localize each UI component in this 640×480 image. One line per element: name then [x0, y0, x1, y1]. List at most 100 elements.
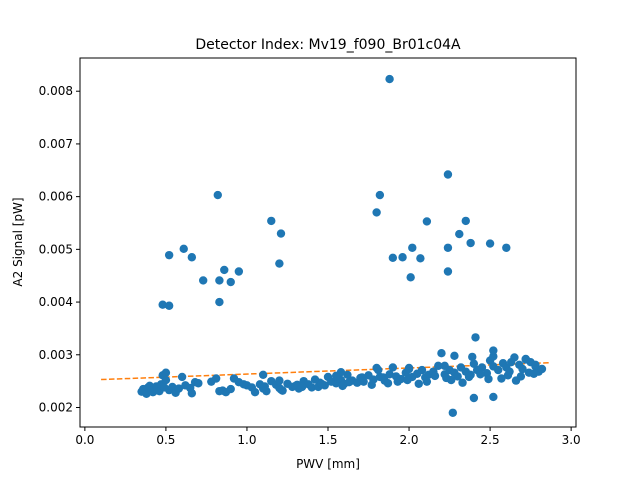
y-tick-label: 0.005 [39, 242, 73, 256]
data-point [489, 352, 498, 361]
data-point [383, 379, 393, 388]
data-point [276, 385, 286, 394]
data-point [443, 170, 453, 179]
data-point [458, 378, 467, 387]
y-tick-label: 0.008 [39, 84, 73, 98]
data-point [213, 190, 222, 200]
data-point [234, 267, 244, 276]
data-point [388, 363, 398, 372]
data-point [160, 383, 169, 392]
data-point [164, 250, 174, 260]
data-point [529, 369, 539, 378]
x-tick-label: 2.0 [399, 433, 418, 447]
data-point [414, 379, 423, 388]
data-point [211, 374, 221, 383]
data-point [258, 370, 268, 380]
data-point [443, 243, 453, 252]
data-point [440, 361, 449, 371]
data-point [198, 276, 208, 285]
data-point [502, 243, 511, 252]
data-point [250, 388, 260, 397]
data-point [367, 380, 376, 390]
data-point [177, 372, 187, 382]
y-tick-label: 0.003 [39, 348, 73, 362]
data-point [378, 373, 388, 382]
data-point [448, 408, 458, 417]
x-tick-label: 0.0 [75, 433, 94, 447]
data-point [179, 244, 188, 254]
data-point [331, 371, 341, 381]
x-ticks: 0.0 0.5 1.0 1.5 2.0 2.5 3.0 [75, 427, 581, 447]
data-point [484, 374, 493, 384]
data-point [393, 377, 402, 386]
data-point [187, 253, 197, 262]
data-point [506, 357, 516, 367]
data-point [422, 377, 432, 386]
data-point [388, 253, 398, 262]
data-point [416, 254, 425, 263]
data-point [275, 376, 284, 385]
data-point [516, 372, 526, 381]
y-axis-label: A2 Signal [pW] [11, 197, 25, 286]
data-point [453, 372, 462, 381]
data-point [164, 301, 174, 310]
data-point [477, 363, 487, 372]
data-point [226, 384, 235, 394]
data-point [497, 374, 506, 383]
data-point [430, 371, 440, 381]
data-point [344, 377, 354, 387]
data-point [466, 238, 475, 248]
data-point [471, 333, 480, 342]
points-layer [137, 74, 547, 417]
data-point [531, 360, 540, 369]
data-point [404, 364, 414, 374]
x-tick-label: 0.5 [156, 433, 175, 447]
chart-title: Detector Index: Mv19_f090_Br01c04A [195, 37, 461, 53]
data-point [226, 277, 235, 287]
data-point [385, 370, 394, 379]
x-tick-label: 1.0 [237, 433, 256, 447]
data-point [375, 190, 385, 200]
data-point [317, 379, 326, 388]
data-point [343, 370, 352, 380]
data-point [406, 273, 415, 282]
data-point [464, 372, 474, 382]
data-point [276, 229, 286, 238]
y-tick-label: 0.006 [39, 190, 73, 204]
data-point [521, 355, 530, 364]
data-point [338, 381, 347, 391]
data-point [469, 359, 479, 368]
data-point [158, 300, 167, 309]
data-point [398, 253, 407, 262]
x-tick-label: 3.0 [562, 433, 581, 447]
data-point [485, 239, 495, 248]
data-point [455, 229, 464, 239]
data-point [267, 216, 276, 226]
data-point [489, 392, 498, 402]
data-point [403, 375, 412, 385]
data-point [442, 373, 451, 383]
data-point [437, 349, 446, 358]
data-point [503, 371, 513, 380]
data-point [518, 364, 527, 374]
data-point [174, 384, 184, 393]
data-point [215, 297, 224, 307]
data-point [161, 375, 171, 385]
x-tick-label: 1.5 [318, 433, 337, 447]
data-point [461, 216, 470, 226]
data-point [194, 379, 203, 388]
x-tick-label: 2.5 [481, 433, 500, 447]
data-point [489, 346, 498, 355]
data-point [357, 373, 367, 382]
data-point [422, 217, 432, 226]
data-point [468, 352, 477, 362]
data-point [260, 382, 269, 391]
data-point [220, 265, 229, 275]
data-point [374, 365, 383, 375]
data-point [450, 351, 459, 361]
data-point [476, 370, 485, 379]
data-point [372, 208, 381, 217]
data-point [215, 386, 224, 396]
